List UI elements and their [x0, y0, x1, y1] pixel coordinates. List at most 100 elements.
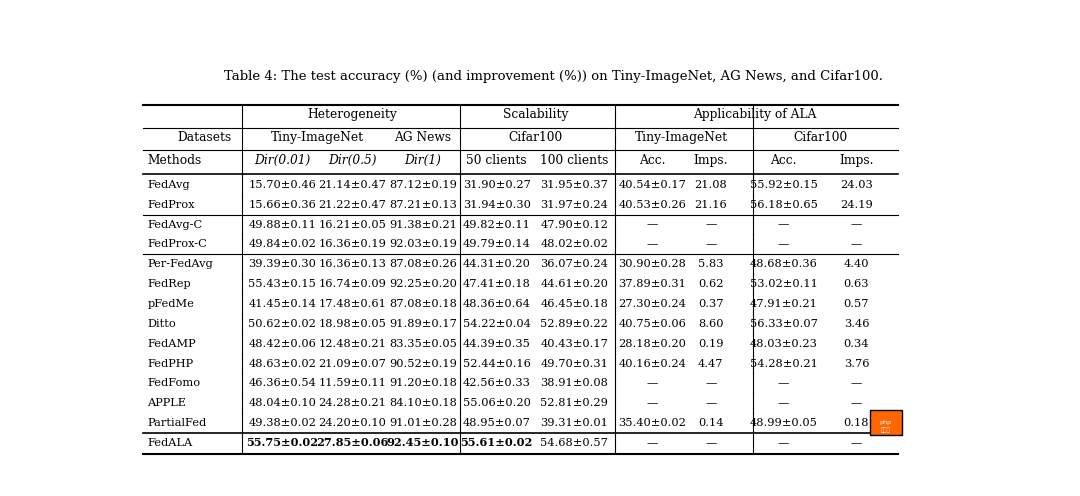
Text: Imps.: Imps. [693, 154, 728, 167]
Text: 54.28±0.21: 54.28±0.21 [750, 359, 818, 369]
Text: 44.61±0.20: 44.61±0.20 [540, 279, 608, 289]
Text: 47.90±0.12: 47.90±0.12 [540, 220, 608, 230]
Text: 48.68±0.36: 48.68±0.36 [750, 259, 818, 269]
Text: —: — [851, 438, 862, 448]
Text: 87.12±0.19: 87.12±0.19 [389, 180, 457, 190]
Text: Per-FedAvg: Per-FedAvg [148, 259, 214, 269]
Text: 46.45±0.18: 46.45±0.18 [540, 299, 608, 309]
Text: PartialFed: PartialFed [148, 418, 206, 428]
Text: 21.16: 21.16 [694, 200, 727, 210]
Text: 52.89±0.22: 52.89±0.22 [540, 319, 608, 329]
Text: Methods: Methods [148, 154, 202, 167]
Text: 42.56±0.33: 42.56±0.33 [462, 378, 530, 388]
Text: 4.47: 4.47 [698, 359, 724, 369]
Text: —: — [851, 398, 862, 408]
Text: 36.07±0.24: 36.07±0.24 [540, 259, 608, 269]
Text: —: — [705, 220, 716, 230]
Text: 44.39±0.35: 44.39±0.35 [462, 339, 530, 349]
Text: 48.03±0.23: 48.03±0.23 [750, 339, 818, 349]
Text: 54.68±0.57: 54.68±0.57 [540, 438, 608, 448]
Text: 40.53±0.26: 40.53±0.26 [619, 200, 686, 210]
Text: 91.01±0.28: 91.01±0.28 [389, 418, 457, 428]
Text: Cifar100: Cifar100 [509, 130, 563, 143]
Text: 92.03±0.19: 92.03±0.19 [389, 240, 457, 249]
Text: —: — [705, 240, 716, 249]
Text: 5.83: 5.83 [698, 259, 724, 269]
Text: FedRep: FedRep [148, 279, 191, 289]
Text: 31.95±0.37: 31.95±0.37 [540, 180, 608, 190]
Text: Table 4: The test accuracy (%) (and improvement (%)) on Tiny-ImageNet, AG News, : Table 4: The test accuracy (%) (and impr… [224, 70, 883, 83]
Text: 21.09±0.07: 21.09±0.07 [319, 359, 387, 369]
Text: 31.94±0.30: 31.94±0.30 [462, 200, 530, 210]
Text: 35.40±0.02: 35.40±0.02 [619, 418, 686, 428]
Text: —: — [705, 378, 716, 388]
Text: 55.06±0.20: 55.06±0.20 [462, 398, 530, 408]
Text: 15.70±0.46: 15.70±0.46 [248, 180, 316, 190]
Text: 47.91±0.21: 47.91±0.21 [750, 299, 818, 309]
Text: 48.04±0.10: 48.04±0.10 [248, 398, 316, 408]
Text: 49.84±0.02: 49.84±0.02 [248, 240, 316, 249]
Text: FedFomo: FedFomo [148, 378, 201, 388]
Text: 92.25±0.20: 92.25±0.20 [389, 279, 457, 289]
Text: FedALA: FedALA [148, 438, 193, 448]
Text: 0.57: 0.57 [843, 299, 869, 309]
Text: Datasets: Datasets [177, 130, 231, 143]
Text: 92.45±0.10: 92.45±0.10 [387, 437, 459, 448]
Text: 41.45±0.14: 41.45±0.14 [248, 299, 316, 309]
Text: Tiny-ImageNet: Tiny-ImageNet [635, 130, 728, 143]
Text: 30.90±0.28: 30.90±0.28 [619, 259, 686, 269]
FancyBboxPatch shape [869, 410, 902, 434]
Text: 24.03: 24.03 [840, 180, 873, 190]
Text: Dir(0.5): Dir(0.5) [328, 154, 377, 167]
Text: —: — [647, 240, 658, 249]
Text: 47.41±0.18: 47.41±0.18 [462, 279, 530, 289]
Text: Ditto: Ditto [148, 319, 176, 329]
Text: 91.20±0.18: 91.20±0.18 [389, 378, 457, 388]
Text: 56.33±0.07: 56.33±0.07 [750, 319, 818, 329]
Text: —: — [778, 438, 789, 448]
Text: php: php [880, 420, 892, 425]
Text: —: — [778, 240, 789, 249]
Text: 21.08: 21.08 [694, 180, 727, 190]
Text: FedProx-C: FedProx-C [148, 240, 207, 249]
Text: 91.89±0.17: 91.89±0.17 [389, 319, 457, 329]
Text: 0.63: 0.63 [843, 279, 869, 289]
Text: 52.81±0.29: 52.81±0.29 [540, 398, 608, 408]
Text: 0.34: 0.34 [843, 339, 869, 349]
Text: 21.22±0.47: 21.22±0.47 [319, 200, 387, 210]
Text: 55.92±0.15: 55.92±0.15 [750, 180, 818, 190]
Text: Acc.: Acc. [770, 154, 797, 167]
Text: —: — [851, 220, 862, 230]
Text: —: — [705, 438, 716, 448]
Text: —: — [705, 398, 716, 408]
Text: Cifar100: Cifar100 [793, 130, 847, 143]
Text: 48.63±0.02: 48.63±0.02 [248, 359, 316, 369]
Text: 15.66±0.36: 15.66±0.36 [248, 200, 316, 210]
Text: 52.44±0.16: 52.44±0.16 [462, 359, 530, 369]
Text: 83.35±0.05: 83.35±0.05 [389, 339, 457, 349]
Text: 18.98±0.05: 18.98±0.05 [319, 319, 387, 329]
Text: —: — [778, 220, 789, 230]
Text: pFedMe: pFedMe [148, 299, 194, 309]
Text: 87.08±0.26: 87.08±0.26 [389, 259, 457, 269]
Text: Heterogeneity: Heterogeneity [308, 109, 397, 122]
Text: 46.36±0.54: 46.36±0.54 [248, 378, 316, 388]
Text: 40.75±0.06: 40.75±0.06 [619, 319, 686, 329]
Text: 0.19: 0.19 [698, 339, 724, 349]
Text: 40.54±0.17: 40.54±0.17 [619, 180, 686, 190]
Text: —: — [647, 378, 658, 388]
Text: 87.08±0.18: 87.08±0.18 [389, 299, 457, 309]
Text: Tiny-ImageNet: Tiny-ImageNet [271, 130, 364, 143]
Text: 39.39±0.30: 39.39±0.30 [248, 259, 316, 269]
Text: Acc.: Acc. [639, 154, 665, 167]
Text: 49.79±0.14: 49.79±0.14 [462, 240, 530, 249]
Text: 0.37: 0.37 [698, 299, 724, 309]
Text: 87.21±0.13: 87.21±0.13 [389, 200, 457, 210]
Text: —: — [778, 378, 789, 388]
Text: AG News: AG News [394, 130, 451, 143]
Text: Dir(0.01): Dir(0.01) [254, 154, 310, 167]
Text: 40.16±0.24: 40.16±0.24 [619, 359, 686, 369]
Text: 3.46: 3.46 [843, 319, 869, 329]
Text: FedProx: FedProx [148, 200, 195, 210]
Text: 24.28±0.21: 24.28±0.21 [319, 398, 387, 408]
